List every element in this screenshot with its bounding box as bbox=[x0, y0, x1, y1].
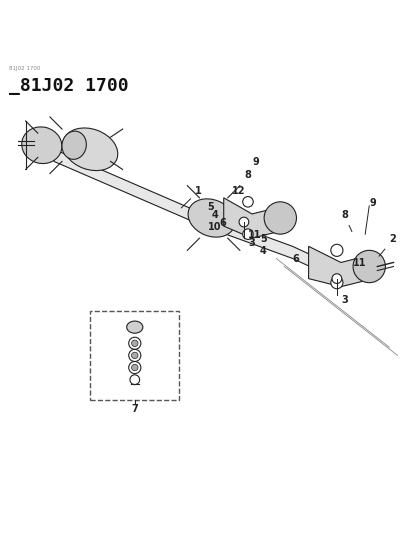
Text: 8: 8 bbox=[341, 210, 352, 232]
Circle shape bbox=[332, 274, 342, 284]
Text: 9: 9 bbox=[252, 157, 259, 167]
Text: 11: 11 bbox=[353, 259, 367, 269]
Ellipse shape bbox=[188, 199, 235, 237]
Text: 4: 4 bbox=[260, 246, 267, 256]
Circle shape bbox=[131, 340, 138, 346]
Text: 5: 5 bbox=[208, 202, 214, 212]
Text: 1: 1 bbox=[181, 185, 202, 208]
Circle shape bbox=[130, 375, 140, 384]
Text: 2: 2 bbox=[379, 234, 396, 256]
Text: 3: 3 bbox=[341, 295, 348, 305]
Circle shape bbox=[129, 361, 141, 374]
Circle shape bbox=[131, 365, 138, 371]
Text: 6: 6 bbox=[292, 254, 299, 264]
Text: _81J02 1700: _81J02 1700 bbox=[9, 77, 129, 94]
Text: 8: 8 bbox=[244, 169, 251, 180]
Text: 81J02 1700: 81J02 1700 bbox=[9, 67, 41, 71]
Circle shape bbox=[239, 217, 249, 227]
FancyBboxPatch shape bbox=[90, 311, 179, 400]
Polygon shape bbox=[224, 198, 292, 238]
Text: 7: 7 bbox=[131, 404, 138, 414]
Circle shape bbox=[331, 277, 343, 289]
Text: 12: 12 bbox=[232, 185, 245, 196]
Ellipse shape bbox=[127, 321, 143, 333]
Circle shape bbox=[131, 352, 138, 359]
Ellipse shape bbox=[63, 128, 118, 171]
Circle shape bbox=[353, 251, 385, 282]
Text: 3: 3 bbox=[248, 238, 255, 248]
Circle shape bbox=[243, 197, 253, 207]
Circle shape bbox=[243, 229, 253, 239]
Ellipse shape bbox=[22, 127, 62, 164]
Text: 6: 6 bbox=[220, 218, 226, 228]
Text: 5: 5 bbox=[260, 234, 267, 244]
Text: 4: 4 bbox=[212, 210, 218, 220]
Circle shape bbox=[129, 349, 141, 361]
Circle shape bbox=[331, 244, 343, 256]
Ellipse shape bbox=[62, 131, 86, 159]
Circle shape bbox=[129, 337, 141, 349]
Circle shape bbox=[264, 202, 296, 234]
Polygon shape bbox=[54, 149, 345, 282]
Text: 10: 10 bbox=[208, 222, 221, 232]
Text: 11: 11 bbox=[248, 230, 261, 240]
Text: 9: 9 bbox=[369, 198, 376, 208]
Polygon shape bbox=[309, 246, 381, 287]
